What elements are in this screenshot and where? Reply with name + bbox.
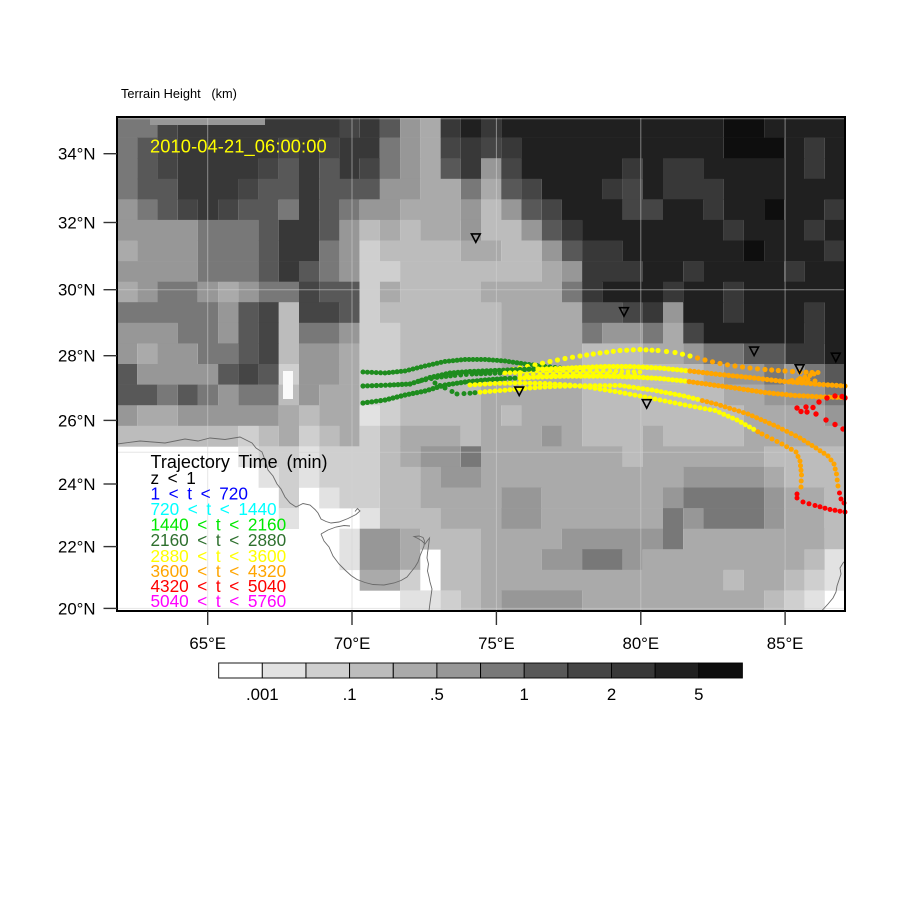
svg-text:34°N: 34°N (58, 145, 96, 164)
svg-text:22°N: 22°N (58, 538, 96, 557)
svg-text:1: 1 (520, 685, 529, 704)
svg-text:.5: .5 (430, 685, 444, 704)
svg-text:.1: .1 (343, 685, 357, 704)
svg-text:720 < t < 1440: 720 < t < 1440 (151, 499, 277, 519)
svg-text:20°N: 20°N (58, 599, 96, 618)
svg-text:.001: .001 (246, 685, 279, 704)
svg-text:80°E: 80°E (623, 634, 660, 653)
svg-text:3600 < t < 4320: 3600 < t < 4320 (151, 561, 287, 581)
svg-text:28°N: 28°N (58, 347, 96, 366)
svg-text:65°E: 65°E (189, 634, 226, 653)
svg-text:1 < t < 720: 1 < t < 720 (151, 484, 248, 504)
svg-text:85°E: 85°E (767, 634, 804, 653)
svg-text:Trajectory Time (min): Trajectory Time (min) (151, 452, 328, 472)
svg-text:1440 < t < 2160: 1440 < t < 2160 (151, 515, 287, 535)
svg-text:75°E: 75°E (478, 634, 515, 653)
svg-text:2: 2 (607, 685, 616, 704)
svg-text:2160 < t < 2880: 2160 < t < 2880 (151, 530, 287, 550)
svg-text:32°N: 32°N (58, 214, 96, 233)
svg-text:Terrain Height (km): Terrain Height (km) (121, 86, 237, 101)
svg-text:24°N: 24°N (58, 475, 96, 494)
svg-text:z < 1: z < 1 (151, 468, 196, 488)
svg-text:5: 5 (694, 685, 703, 704)
svg-text:70°E: 70°E (334, 634, 371, 653)
svg-text:4320 < t < 5040: 4320 < t < 5040 (151, 576, 287, 596)
svg-text:26°N: 26°N (58, 411, 96, 430)
svg-text:30°N: 30°N (58, 281, 96, 300)
svg-text:2010-04-21_06:00:00: 2010-04-21_06:00:00 (150, 136, 327, 158)
svg-text:2880 < t < 3600: 2880 < t < 3600 (151, 546, 287, 566)
svg-text:5040 < t < 5760: 5040 < t < 5760 (151, 591, 287, 611)
